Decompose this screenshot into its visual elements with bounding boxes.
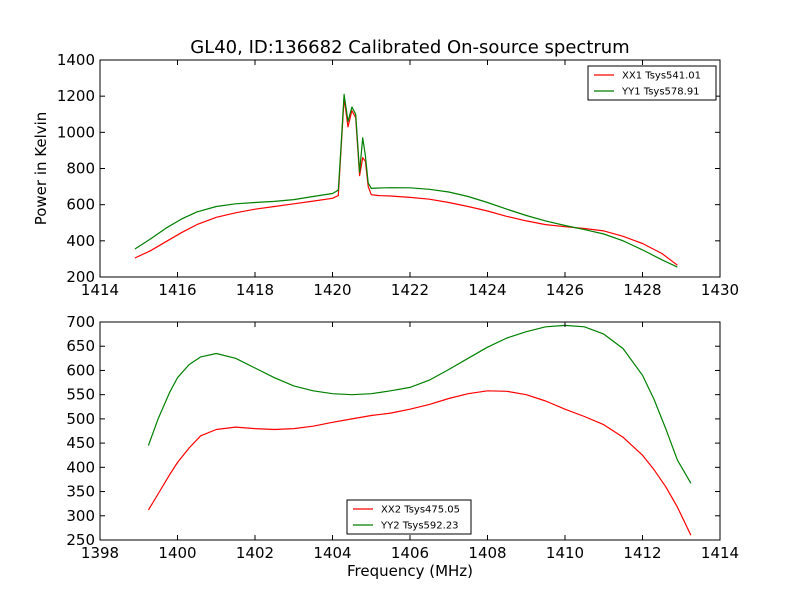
x-tick-label: 1414 — [81, 281, 119, 299]
chart-title: GL40, ID:136682 Calibrated On-source spe… — [190, 37, 629, 58]
y-axis-label: Power in Kelvin — [32, 112, 50, 226]
series-line-xx2 — [147, 390, 692, 536]
legend-label: XX1 Tsys541.01 — [622, 71, 701, 82]
y-tick-label: 250 — [66, 531, 95, 549]
y-tick-label: 550 — [66, 386, 95, 404]
x-tick-label: 1404 — [313, 544, 351, 562]
x-tick-label: 1430 — [701, 281, 739, 299]
x-tick-label: 1400 — [158, 544, 196, 562]
series-line-yy2 — [147, 324, 692, 484]
y-tick-label: 600 — [66, 196, 95, 214]
y-tick-label: 650 — [66, 337, 95, 355]
y-tick-label: 800 — [66, 160, 95, 178]
x-tick-label: 1406 — [391, 544, 429, 562]
y-tick-label: 600 — [66, 361, 95, 379]
x-tick-label: 1414 — [701, 544, 739, 562]
bottom-panel: 1398 1400 1402 1404 1406 1408 1410 1412 1414 250 3… — [66, 313, 739, 580]
y-tick-label: 400 — [66, 232, 95, 250]
y-tick-label: 1400 — [57, 51, 95, 69]
x-tick-label: 1426 — [546, 281, 584, 299]
legend-box — [346, 499, 472, 535]
x-tick-label: 1412 — [623, 544, 661, 562]
x-tick-label: 1418 — [236, 281, 274, 299]
legend-box — [587, 65, 717, 101]
y-tick-label: 300 — [66, 507, 95, 525]
legend-label: YY2 Tsys592.23 — [380, 521, 459, 532]
legend-label: YY1 Tsys578.91 — [621, 87, 700, 98]
x-tick-label: 1422 — [391, 281, 429, 299]
x-tick-label: 1402 — [236, 544, 274, 562]
y-tick-label: 200 — [66, 268, 95, 286]
top-panel: 1414 1416 1418 1420 1422 1424 1426 1428 1430 200 4… — [32, 51, 739, 299]
x-tick-label: 1420 — [313, 281, 351, 299]
y-tick-label: 350 — [66, 483, 95, 501]
x-tick-label: 1428 — [623, 281, 661, 299]
x-axis-label: Frequency (MHz) — [347, 562, 473, 580]
x-tick-label: 1410 — [546, 544, 584, 562]
y-tick-label: 450 — [66, 434, 95, 452]
x-tick-label: 1408 — [468, 544, 506, 562]
y-tick-label: 1000 — [57, 123, 95, 141]
y-tick-label: 700 — [66, 313, 95, 331]
legend-label: XX2 Tsys475.05 — [381, 505, 460, 516]
series-line-xx1 — [134, 97, 678, 266]
y-tick-label: 500 — [66, 410, 95, 428]
x-tick-label: 1398 — [81, 544, 119, 562]
y-tick-label: 1200 — [57, 87, 95, 105]
series-line-yy1 — [134, 93, 678, 268]
x-tick-label: 1416 — [158, 281, 196, 299]
y-tick-label: 400 — [66, 458, 95, 476]
x-tick-label: 1424 — [468, 281, 506, 299]
